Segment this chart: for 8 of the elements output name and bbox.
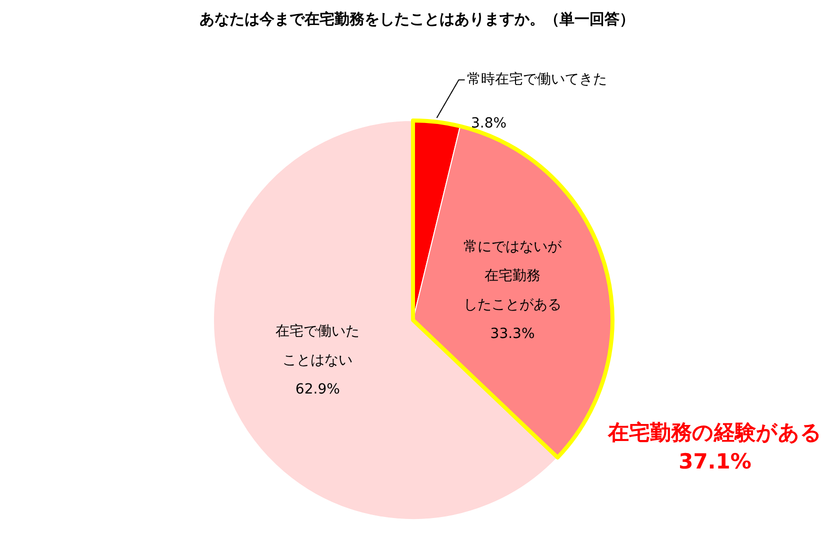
chart-title: あなたは今まで在宅勤務をしたことはありますか。（単一回答） (200, 10, 634, 28)
data-label: 33.3% (490, 326, 535, 342)
data-label: 62.9% (295, 382, 340, 398)
text: 在宅勤務の経験がある 37.1% (607, 420, 822, 474)
slice-label: 常時在宅で働いてきた (466, 72, 607, 88)
data-label: 3.8% (470, 116, 507, 132)
slice-label: 在宅で働いたことはない (276, 324, 360, 369)
slice-label: 常にではないが在宅勤務したことがある (464, 238, 563, 313)
